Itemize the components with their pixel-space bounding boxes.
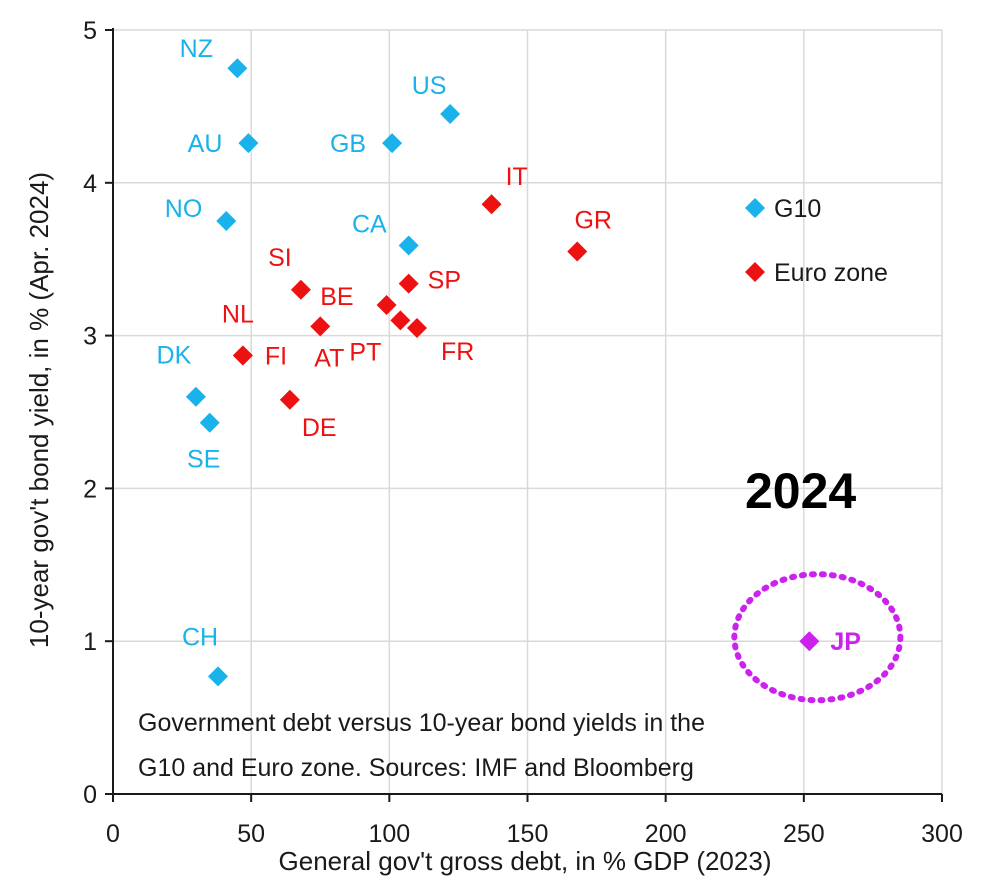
label-pt: PT [349, 338, 381, 366]
legend-label: G10 [774, 195, 821, 223]
y-tick-label: 1 [83, 628, 97, 656]
y-tick-label: 3 [83, 323, 97, 351]
x-tick-label: 200 [645, 820, 687, 848]
point-sp [398, 273, 419, 294]
y-tick-label: 5 [83, 17, 97, 45]
point-ch [208, 666, 229, 687]
label-fi: FI [265, 342, 287, 370]
axes [105, 28, 943, 802]
label-gb: GB [330, 130, 366, 158]
x-tick-label: 150 [507, 820, 549, 848]
point-labels: NZ US AU GB NO CA DK SE CH IT GR SP SI BE PT FR AT NL FI DE… [157, 35, 861, 656]
label-dk: DK [157, 342, 192, 370]
year-annotation: 2024 [745, 463, 856, 519]
label-be: BE [320, 283, 353, 311]
point-se [199, 412, 220, 433]
source-note-line-2: G10 and Euro zone. Sources: IMF and Bloo… [138, 754, 694, 782]
source-note-line-1: Government debt versus 10-year bond yiel… [138, 709, 705, 737]
point-nz [227, 58, 248, 79]
label-ca: CA [352, 210, 387, 238]
point-gb [382, 133, 403, 154]
gridlines [113, 29, 943, 794]
label-sp: SP [428, 267, 461, 295]
point-us [440, 104, 461, 125]
highlight-ellipse-group [731, 571, 904, 704]
point-fr [406, 317, 427, 338]
point-fi [232, 345, 253, 366]
x-tick-label: 100 [368, 820, 410, 848]
label-jp: JP [830, 628, 861, 656]
legend-marker [745, 198, 765, 218]
point-no [216, 211, 237, 231]
label-no: NO [165, 195, 203, 223]
y-axis-title: 10-year gov't bond yield, in % (Apr. 202… [24, 172, 54, 648]
point-au [238, 133, 259, 154]
x-axis-title: General gov't gross debt, in % GDP (2023… [279, 846, 772, 876]
label-gr: GR [574, 207, 612, 235]
highlight-ellipse [731, 571, 904, 704]
label-ch: CH [182, 623, 218, 651]
x-tick-label: 250 [783, 820, 825, 848]
data-points [185, 58, 820, 687]
label-au: AU [188, 130, 223, 158]
y-tick-label: 2 [83, 475, 97, 503]
point-it [481, 194, 502, 215]
x-tick-label: 50 [237, 820, 265, 848]
label-fr: FR [441, 338, 474, 366]
label-si: SI [268, 244, 292, 272]
point-si [290, 279, 311, 300]
point-de [279, 389, 300, 410]
point-pt [390, 310, 411, 331]
point-ca [398, 235, 419, 256]
point-gr [567, 241, 588, 262]
label-nz: NZ [180, 35, 213, 63]
label-se: SE [187, 446, 220, 474]
point-dk [185, 386, 206, 407]
point-at [310, 316, 331, 337]
label-de: DE [302, 414, 337, 442]
legend: G10 Euro zone [745, 195, 888, 287]
point-jp [799, 631, 820, 652]
label-us: US [412, 72, 447, 100]
label-it: IT [506, 163, 528, 191]
label-at: AT [314, 344, 344, 372]
y-tick-label: 0 [83, 781, 97, 809]
x-tick-label: 300 [921, 820, 963, 848]
label-nl: NL [222, 300, 254, 328]
legend-marker [745, 262, 765, 282]
y-tick-label: 4 [83, 170, 97, 198]
point-be [376, 295, 397, 316]
legend-label: Euro zone [774, 259, 888, 287]
x-tick-label: 0 [106, 820, 120, 848]
